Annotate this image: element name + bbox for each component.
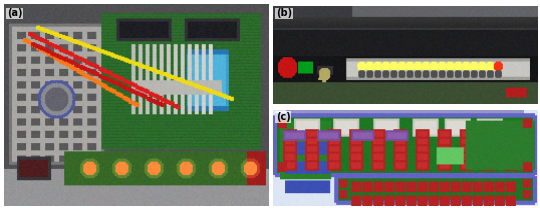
Text: (b): (b) xyxy=(276,8,292,18)
Text: (a): (a) xyxy=(7,8,23,18)
Text: (c): (c) xyxy=(276,112,291,122)
